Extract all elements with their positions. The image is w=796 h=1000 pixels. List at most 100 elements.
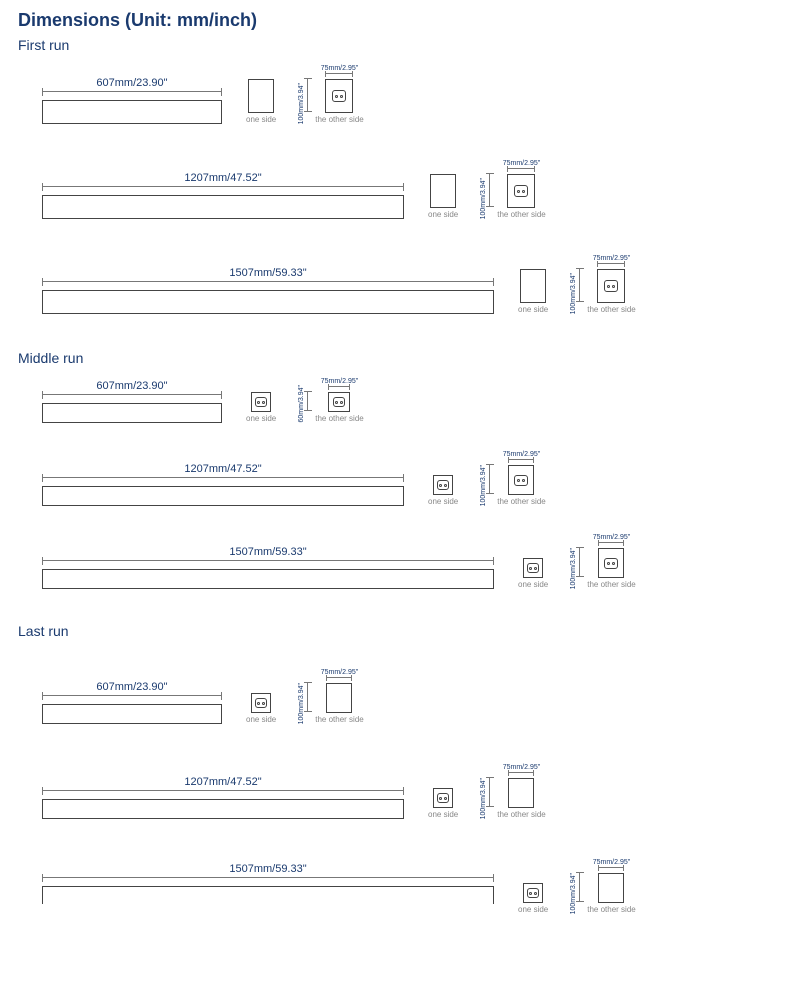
other-side-label: the other side bbox=[587, 905, 635, 914]
section-first-run: First run bbox=[18, 37, 778, 53]
vdim-label: 100mm/3.94" bbox=[480, 178, 487, 219]
bar-rect bbox=[42, 403, 222, 423]
other-side: 100mm/3.94" 75mm/2.95" the other side bbox=[298, 65, 363, 124]
one-side: one side bbox=[428, 475, 458, 506]
one-side-label: one side bbox=[428, 210, 458, 219]
vdim: 100mm/3.94" bbox=[570, 873, 577, 914]
blank-end bbox=[520, 269, 546, 303]
conn-col: 75mm/2.95" the other side bbox=[497, 764, 545, 819]
plug-icon bbox=[255, 698, 267, 708]
plug-icon bbox=[437, 480, 449, 490]
dim-label: 1507mm/59.33" bbox=[229, 863, 306, 875]
connector-box bbox=[328, 392, 350, 412]
one-side-label: one side bbox=[518, 580, 548, 589]
row-middle-1207: 1207mm/47.52" one side 100mm/3.94" 75mm/… bbox=[18, 451, 778, 506]
conn-col: 75mm/2.95" the other side bbox=[315, 65, 363, 124]
hdim-line bbox=[507, 168, 535, 173]
one-side-label: one side bbox=[428, 497, 458, 506]
conn-col: 75mm/2.95" the other side bbox=[315, 378, 363, 423]
connector-box bbox=[598, 548, 624, 578]
bar-1507: 1507mm/59.33" bbox=[42, 267, 494, 314]
bar-rect bbox=[42, 569, 494, 589]
one-side: one side bbox=[428, 788, 458, 819]
dim-label: 1507mm/59.33" bbox=[229, 546, 306, 558]
one-side-label: one side bbox=[428, 810, 458, 819]
plug-end bbox=[433, 475, 453, 495]
plug-icon bbox=[332, 90, 346, 102]
vdim: 100mm/3.94" bbox=[298, 683, 305, 724]
dim-label: 1207mm/47.52" bbox=[184, 172, 261, 184]
vdim-line bbox=[579, 547, 587, 577]
hdim-line bbox=[598, 542, 624, 547]
blank-end bbox=[598, 873, 624, 903]
vdim: 100mm/3.94" bbox=[480, 465, 487, 506]
connector-box bbox=[325, 79, 353, 113]
one-side: one side bbox=[246, 79, 276, 124]
dim-line bbox=[42, 477, 404, 485]
blank-end bbox=[430, 174, 456, 208]
vdim-line bbox=[307, 391, 315, 411]
row-first-607: 607mm/23.90" one side 100mm/3.94" 75mm/2… bbox=[18, 65, 778, 124]
plug-icon bbox=[333, 397, 345, 407]
one-side: one side bbox=[518, 883, 548, 914]
conn-col: 75mm/2.95" the other side bbox=[497, 160, 545, 219]
bar-rect bbox=[42, 100, 222, 124]
vdim-line bbox=[489, 777, 497, 807]
dim-line bbox=[42, 560, 494, 568]
conn-col: 75mm/2.95" the other side bbox=[587, 859, 635, 914]
plug-end bbox=[251, 392, 271, 412]
hdim-line bbox=[326, 677, 352, 682]
connector-box bbox=[597, 269, 625, 303]
dim-label: 1207mm/47.52" bbox=[184, 463, 261, 475]
other-side: 100mm/3.94" 75mm/2.95" the other side bbox=[480, 160, 545, 219]
connector-box bbox=[507, 174, 535, 208]
plug-icon bbox=[514, 185, 528, 197]
conn-col: 75mm/2.95" the other side bbox=[315, 669, 363, 724]
other-side: 100mm/3.94" 75mm/2.95" the other side bbox=[570, 534, 635, 589]
vdim-line bbox=[579, 268, 587, 302]
vdim: 100mm/3.94" bbox=[480, 778, 487, 819]
row-first-1507: 1507mm/59.33" one side 100mm/3.94" 75mm/… bbox=[18, 255, 778, 314]
other-side: 100mm/3.94" 75mm/2.95" the other side bbox=[480, 451, 545, 506]
one-side: one side bbox=[428, 174, 458, 219]
other-side: 100mm/3.94" 75mm/2.95" the other side bbox=[570, 255, 635, 314]
plug-icon bbox=[527, 563, 539, 573]
plug-icon bbox=[437, 793, 449, 803]
other-side-label: the other side bbox=[587, 580, 635, 589]
row-last-1207: 1207mm/47.52" one side 100mm/3.94" 75mm/… bbox=[18, 764, 778, 819]
plug-icon bbox=[604, 558, 618, 569]
dim-label: 1207mm/47.52" bbox=[184, 776, 261, 788]
other-side-label: the other side bbox=[315, 715, 363, 724]
connector-box bbox=[508, 465, 534, 495]
vdim-line bbox=[489, 173, 497, 207]
hdim-line bbox=[508, 459, 534, 464]
one-side: one side bbox=[246, 693, 276, 724]
hdim-label: 75mm/2.95" bbox=[321, 378, 359, 385]
dim-line bbox=[42, 790, 404, 798]
one-side-label: one side bbox=[518, 305, 548, 314]
dim-label: 607mm/23.90" bbox=[96, 380, 167, 392]
plug-icon bbox=[527, 888, 539, 898]
bar-1207: 1207mm/47.52" bbox=[42, 776, 404, 819]
hdim-line bbox=[598, 867, 624, 872]
blank-end bbox=[326, 683, 352, 713]
other-side: 100mm/3.94" 75mm/2.95" the other side bbox=[480, 764, 545, 819]
dim-line bbox=[42, 695, 222, 703]
one-side-label: one side bbox=[246, 115, 276, 124]
vdim-label: 100mm/3.94" bbox=[298, 83, 305, 124]
section-last-run: Last run bbox=[18, 623, 778, 639]
bar-rect bbox=[42, 886, 494, 904]
one-side-label: one side bbox=[246, 414, 276, 423]
bar-1507: 1507mm/59.33" bbox=[42, 863, 494, 904]
other-side-label: the other side bbox=[315, 414, 363, 423]
vdim: 100mm/3.94" bbox=[570, 548, 577, 589]
plug-end bbox=[523, 558, 543, 578]
row-last-1507: 1507mm/59.33" one side 100mm/3.94" 75mm/… bbox=[18, 859, 778, 904]
hdim-line bbox=[508, 772, 534, 777]
blank-end bbox=[508, 778, 534, 808]
dim-label: 1507mm/59.33" bbox=[229, 267, 306, 279]
hdim-line bbox=[328, 386, 350, 391]
vdim-line bbox=[307, 78, 315, 112]
dim-label: 607mm/23.90" bbox=[96, 77, 167, 89]
dim-line bbox=[42, 186, 404, 194]
